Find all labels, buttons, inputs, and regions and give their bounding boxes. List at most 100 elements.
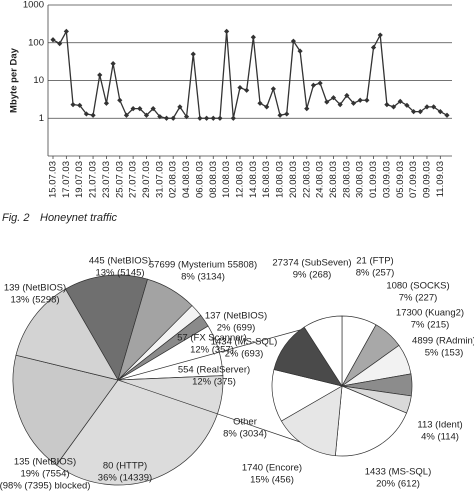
x-tick-label: 25.07.03: [114, 161, 125, 198]
data-point: [370, 44, 377, 51]
data-point: [297, 48, 303, 54]
pie-slice: [55, 375, 224, 486]
data-point: [203, 115, 210, 121]
x-tick-label: 01.09.03: [368, 161, 379, 198]
data-point: [384, 101, 390, 108]
data-point: [163, 115, 170, 121]
slice-value-label: 20% (612): [376, 479, 420, 490]
data-point: [364, 97, 370, 103]
slice-label: 57699 (Mysterium 55808): [149, 260, 257, 271]
slice-value-label: 13% (5145): [95, 268, 144, 279]
data-point: [130, 106, 136, 112]
x-tick-label: 09.09.03: [421, 161, 432, 198]
data-point: [50, 37, 56, 43]
slice-annotation: (98% (7395) blocked): [0, 481, 90, 492]
data-point: [310, 82, 317, 88]
data-point: [431, 104, 437, 110]
slice-label: Other: [233, 417, 257, 428]
x-tick-label: 20.08.03: [288, 161, 299, 198]
data-point: [70, 101, 76, 108]
data-point: [290, 38, 297, 44]
data-point: [237, 84, 243, 91]
slice-value-label: 2% (699): [217, 323, 256, 334]
slice-label: 554 (RealServer): [178, 365, 250, 376]
x-tick-label: 22.08.03: [301, 161, 312, 198]
slice-value-label: 12% (375): [192, 377, 236, 388]
data-point: [83, 111, 89, 117]
x-tick-label: 03.09.03: [381, 161, 392, 198]
x-tick-label: 31.07.03: [154, 161, 165, 198]
x-tick-label: 14.08.03: [248, 161, 259, 198]
slice-label: 137 (NetBIOS): [205, 311, 267, 322]
data-point: [270, 86, 276, 92]
y-tick-label: 10: [33, 75, 44, 86]
slice-value-label: 2% (693): [225, 349, 264, 360]
slice-label: 80 (HTTP): [103, 461, 147, 472]
slice-value-label: 19% (7554): [20, 469, 69, 480]
pie-slice: [280, 385, 343, 457]
data-point: [57, 40, 63, 47]
y-tick-label: 1: [39, 113, 44, 124]
data-point: [437, 109, 443, 115]
x-tick-label: 06.08.03: [194, 161, 205, 198]
slice-label: 135 (NetBIOS): [14, 457, 76, 468]
x-tick-label: 07.09.03: [408, 161, 419, 198]
x-tick-label: 04.08.03: [181, 161, 192, 198]
data-point: [257, 100, 263, 106]
y-tick-label: 100: [28, 37, 44, 48]
data-point: [224, 28, 230, 34]
slice-value-label: 8% (3034): [223, 429, 267, 440]
data-point: [411, 109, 417, 115]
slice-label: 27374 (SubSeven): [272, 258, 351, 269]
x-tick-label: 17.07.03: [61, 161, 72, 198]
data-point: [337, 101, 343, 108]
data-point: [143, 112, 150, 118]
data-point: [304, 106, 310, 112]
x-tick-label: 27.07.03: [128, 161, 139, 198]
data-point: [424, 104, 430, 110]
slice-value-label: 9% (268): [293, 270, 332, 281]
pie-slice: [334, 385, 408, 457]
pie-slice: [12, 354, 119, 466]
data-point: [277, 112, 283, 118]
slice-value-label: 7% (215): [411, 320, 450, 331]
slice-label: 4899 (RAdmin): [412, 336, 474, 347]
data-point: [377, 32, 383, 38]
data-point: [250, 34, 256, 40]
data-point: [77, 102, 83, 108]
data-point: [137, 106, 143, 112]
data-point: [230, 115, 236, 121]
x-tick-label: 16.08.03: [261, 161, 272, 198]
slice-label: 445 (NetBIOS): [89, 256, 151, 267]
x-tick-label: 18.08.03: [275, 161, 286, 198]
x-tick-label: 05.09.03: [395, 161, 406, 198]
slice-value-label: 5% (153): [425, 348, 464, 359]
data-point: [150, 106, 156, 112]
slice-label: 21 (FTP): [356, 256, 393, 267]
data-point: [97, 72, 103, 78]
data-point: [397, 98, 403, 104]
data-point: [390, 104, 397, 110]
data-point: [344, 92, 350, 99]
caption-label: Fig. 2: [2, 212, 30, 224]
x-tick-label: 12.08.03: [234, 161, 245, 198]
x-tick-label: 11.09.03: [435, 161, 446, 197]
connector: [117, 329, 301, 381]
x-tick-label: 10.08.03: [221, 161, 232, 198]
slice-label: 1434 (MS-SQL): [211, 337, 278, 348]
data-point: [177, 104, 183, 110]
data-point: [350, 100, 357, 106]
data-point: [123, 112, 130, 118]
slice-label: 17300 (Kuang2): [396, 308, 464, 319]
data-point: [264, 104, 270, 110]
data-point: [157, 114, 163, 120]
data-line: [52, 29, 448, 119]
caption-text: Honeynet traffic: [40, 212, 118, 224]
data-point: [210, 115, 216, 121]
x-tick-label: 02.08.03: [168, 161, 179, 198]
x-tick-label: 26.08.03: [328, 161, 339, 198]
slice-label: 1433 (MS-SQL): [365, 467, 432, 478]
data-point: [110, 61, 116, 67]
